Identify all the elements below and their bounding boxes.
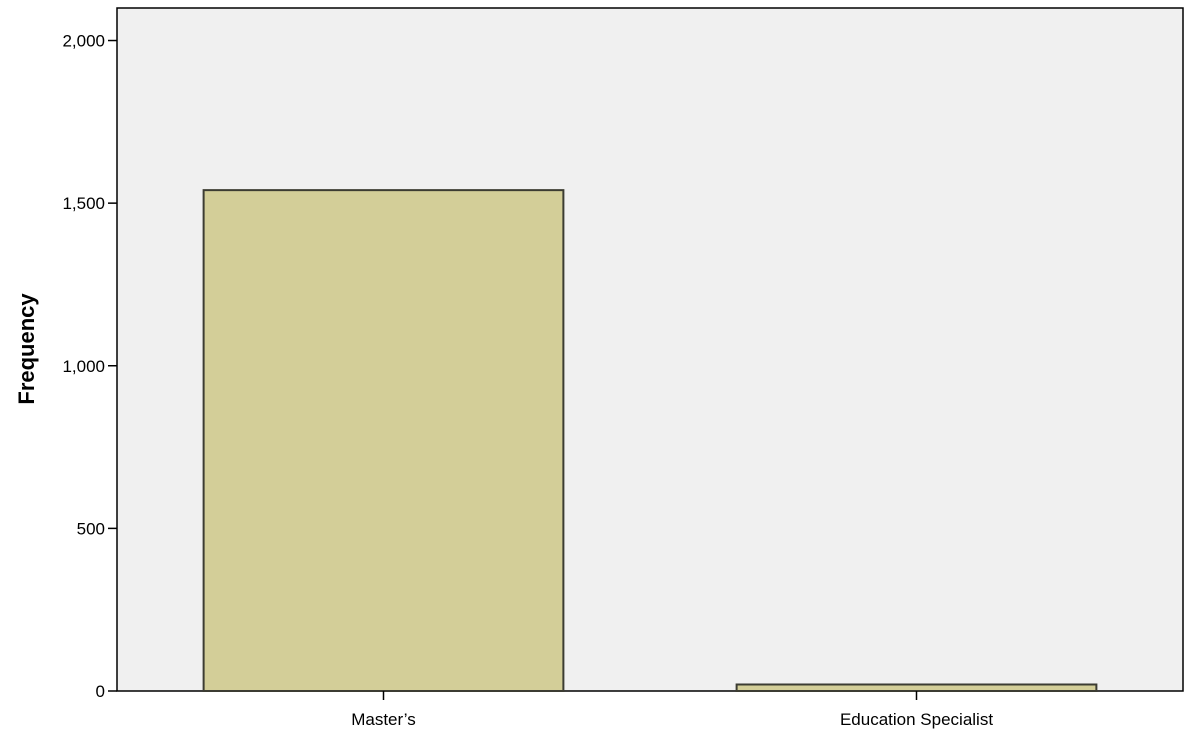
y-tick-label: 2,000 — [62, 32, 105, 51]
y-tick-label: 500 — [77, 519, 105, 538]
x-tick-label: Education Specialist — [840, 710, 993, 729]
y-axis-title: Frequency — [14, 293, 39, 405]
y-axis: 0 500 1,000 1,500 2,000 — [62, 32, 117, 701]
x-tick-label: Master’s — [351, 710, 416, 729]
bar-1 — [735, 683, 1098, 693]
bars-group — [202, 189, 1098, 693]
y-tick-label: 0 — [96, 682, 105, 701]
x-axis: Master’s Education Specialist — [351, 691, 993, 729]
bar-0 — [202, 189, 565, 692]
y-tick-label: 1,500 — [62, 194, 105, 213]
y-tick-label: 1,000 — [62, 357, 105, 376]
